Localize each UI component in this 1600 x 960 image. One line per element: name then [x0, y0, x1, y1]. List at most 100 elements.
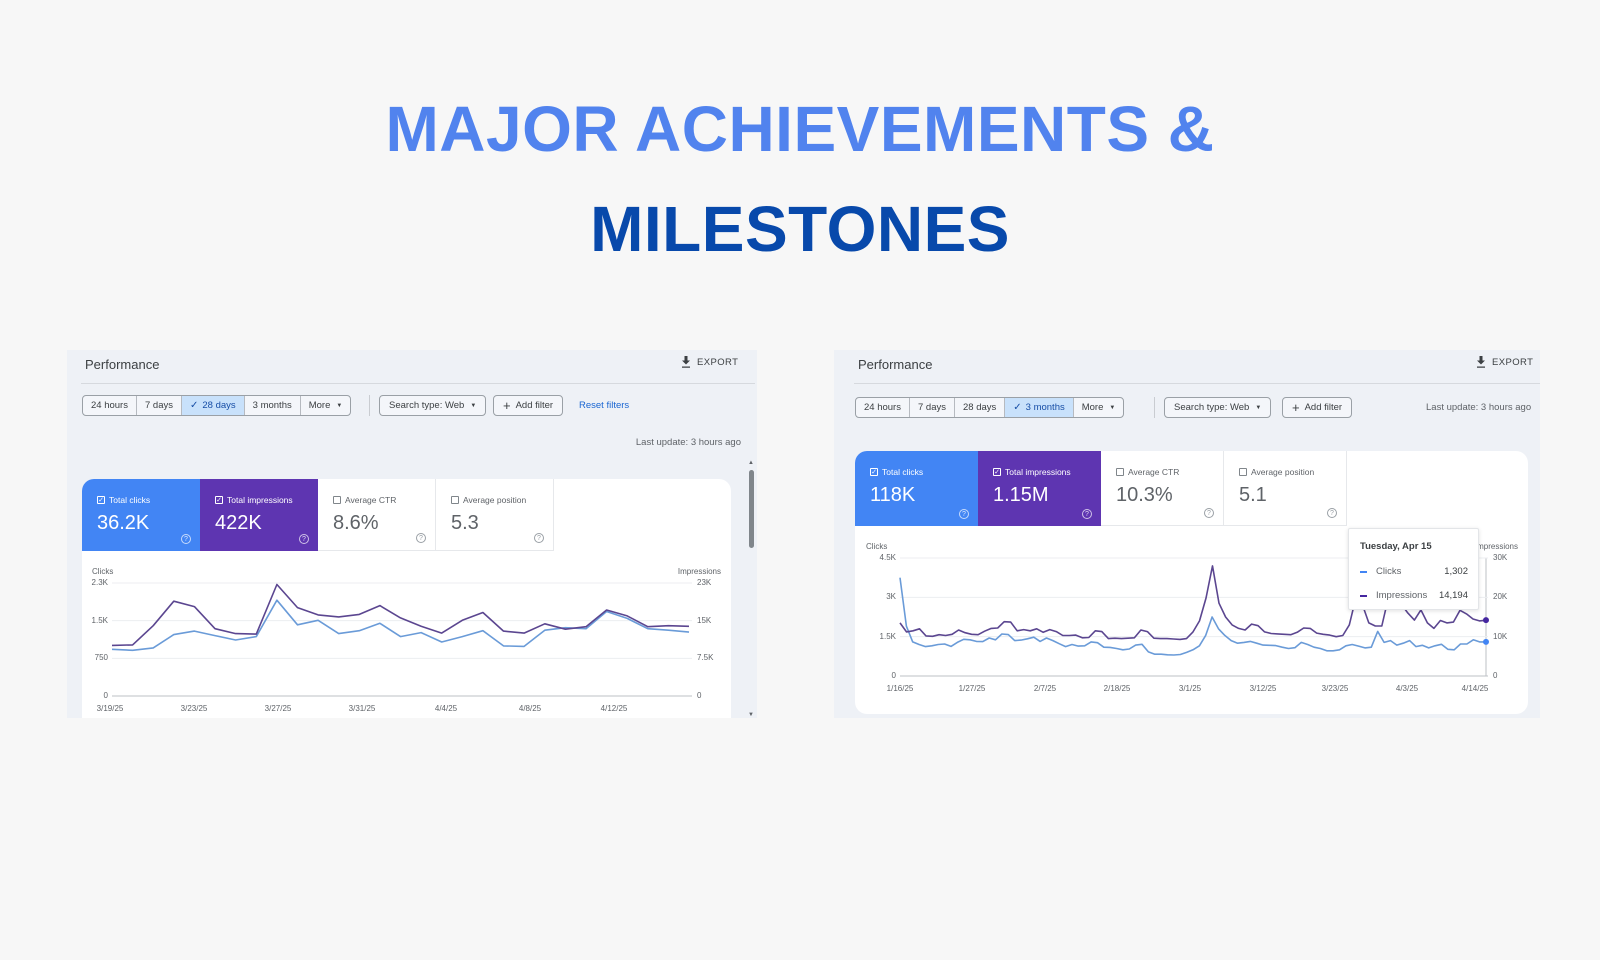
performance-card: ✓ Total clicks 118K ? ✓ Total impressions …: [855, 451, 1528, 714]
range-more-dropdown[interactable]: More ▼: [1074, 398, 1124, 417]
x-tick: 3/23/25: [180, 704, 208, 713]
y-tick-left: 0: [103, 691, 108, 700]
range-3-months[interactable]: ✓ 3 months: [1005, 398, 1074, 417]
checkbox-unchecked-icon[interactable]: [451, 496, 459, 504]
help-icon[interactable]: ?: [959, 509, 969, 519]
impressions-legend-swatch: [1360, 594, 1367, 597]
metric-average-ctr[interactable]: Average CTR 10.3% ?: [1101, 451, 1224, 526]
tooltip-row-impressions: Impressions 14,194: [1360, 590, 1468, 601]
tooltip-label: Impressions: [1376, 590, 1428, 601]
search-type-dropdown[interactable]: Search type: Web ▼: [1164, 397, 1272, 418]
metric-average-ctr[interactable]: Average CTR 8.6% ?: [318, 479, 436, 551]
help-icon[interactable]: ?: [1082, 509, 1092, 519]
last-update-text: Last update: 3 hours ago: [635, 437, 741, 448]
range-label: 28 days: [202, 400, 236, 411]
filter-divider: [1154, 397, 1155, 418]
range-label: More: [308, 400, 331, 411]
add-filter-button[interactable]: + Add filter: [493, 395, 564, 416]
range-label: 7 days: [144, 400, 173, 411]
add-filter-label: Add filter: [1304, 402, 1343, 413]
chart-tooltip: Tuesday, Apr 15 Clicks 1,302 Impressions…: [1348, 528, 1479, 610]
help-icon[interactable]: ?: [1204, 508, 1214, 518]
search-type-dropdown[interactable]: Search type: Web ▼: [379, 395, 487, 416]
checkbox-unchecked-icon[interactable]: [333, 496, 341, 504]
range-7-days[interactable]: 7 days: [137, 396, 182, 415]
help-icon[interactable]: ?: [534, 533, 544, 543]
range-24-hours[interactable]: 24 hours: [856, 398, 910, 417]
left-axis-title: Clicks: [92, 567, 114, 576]
hover-point: [1483, 617, 1489, 624]
checkbox-checked-icon[interactable]: ✓: [993, 468, 1001, 476]
y-tick-left: 4.5K: [879, 553, 896, 562]
checkbox-unchecked-icon[interactable]: [1239, 468, 1247, 476]
reset-filters-link[interactable]: Reset filters: [579, 400, 630, 411]
checkbox-checked-icon[interactable]: ✓: [97, 496, 105, 504]
range-label: 3 months: [1025, 402, 1065, 413]
y-tick-left: 1.5K: [879, 631, 896, 641]
plus-icon: +: [503, 398, 511, 413]
scroll-down-icon[interactable]: ▼: [748, 712, 754, 718]
range-28-days[interactable]: ✓ 28 days: [181, 396, 245, 415]
help-icon[interactable]: ?: [1327, 508, 1337, 518]
scroll-up-icon[interactable]: ▲: [748, 460, 754, 466]
metric-label: Total impressions: [227, 495, 293, 505]
range-label: 3 months: [252, 400, 292, 411]
y-tick-right: 20K: [1493, 592, 1508, 602]
checkbox-checked-icon[interactable]: ✓: [215, 496, 223, 504]
range-7-days[interactable]: 7 days: [910, 398, 955, 417]
checkbox-checked-icon[interactable]: ✓: [870, 468, 878, 476]
range-label: 24 hours: [91, 400, 128, 411]
metric-total-impressions[interactable]: ✓ Total impressions 422K ?: [200, 479, 318, 551]
metric-label: Average position: [463, 495, 527, 505]
performance-panel-28-days: Performance EXPORT 24 hours 7 days ✓ 28 d…: [67, 350, 757, 718]
x-tick: 3/12/25: [1249, 684, 1277, 693]
header-divider: [854, 383, 1540, 384]
page-title-line-2: MILESTONES: [590, 193, 1010, 265]
y-tick-right: 7.5K: [697, 653, 714, 663]
metric-value: 8.6%: [333, 512, 379, 534]
check-icon: ✓: [189, 400, 199, 411]
metric-value: 118K: [870, 484, 916, 506]
metric-average-position[interactable]: Average position 5.1 ?: [1224, 451, 1347, 526]
last-update-text: Last update: 3 hours ago: [1426, 402, 1532, 413]
add-filter-button[interactable]: + Add filter: [1282, 397, 1353, 418]
check-icon: ✓: [1013, 402, 1022, 413]
tooltip-value: 14,194: [1438, 590, 1468, 601]
range-28-days[interactable]: 28 days: [955, 398, 1006, 417]
checkbox-unchecked-icon[interactable]: [1116, 468, 1124, 476]
range-3-months[interactable]: 3 months: [245, 396, 301, 415]
metric-total-clicks[interactable]: ✓ Total clicks 118K ?: [855, 451, 978, 526]
metric-total-clicks[interactable]: ✓ Total clicks 36.2K ?: [82, 479, 200, 551]
help-icon[interactable]: ?: [299, 534, 309, 544]
performance-card: ✓ Total clicks 36.2K ? ✓ Total impressions…: [82, 479, 731, 718]
y-tick-right: 23K: [697, 578, 712, 587]
y-tick-left: 0: [891, 671, 896, 680]
help-icon[interactable]: ?: [416, 533, 426, 543]
metric-total-impressions[interactable]: ✓ Total impressions 1.15M ?: [978, 451, 1101, 526]
scroll-thumb[interactable]: [749, 470, 754, 548]
search-type-label: Search type: Web: [1174, 402, 1250, 413]
caret-down-icon: ▼: [470, 402, 477, 409]
metric-label: Total clicks: [109, 495, 151, 505]
y-tick-right: 0: [1493, 671, 1498, 680]
caret-down-icon: ▼: [1109, 404, 1116, 411]
download-icon: [682, 356, 690, 368]
export-button[interactable]: EXPORT: [1476, 356, 1533, 368]
range-more-dropdown[interactable]: More ▼: [301, 396, 351, 415]
line-chart[interactable]: [82, 479, 731, 718]
x-tick: 4/8/25: [518, 704, 542, 713]
help-icon[interactable]: ?: [181, 534, 191, 544]
metric-average-position[interactable]: Average position 5.3 ?: [436, 479, 554, 551]
y-tick-right: 10K: [1493, 631, 1508, 641]
x-tick: 4/4/25: [434, 704, 458, 713]
page-title-line-1: MAJOR ACHIEVEMENTS &: [385, 93, 1215, 165]
x-tick: 3/19/25: [96, 704, 124, 713]
range-24-hours[interactable]: 24 hours: [83, 396, 137, 415]
x-tick: 3/31/25: [348, 704, 376, 713]
export-button[interactable]: EXPORT: [681, 356, 738, 368]
x-tick: 3/27/25: [264, 704, 292, 713]
impressions-line: [111, 583, 690, 647]
tooltip-value: 1,302: [1444, 566, 1468, 577]
date-range-selector: 24 hours 7 days 28 days ✓ 3 months More ▼: [855, 397, 1125, 418]
scrollbar[interactable]: ▲ ▼: [747, 460, 755, 718]
